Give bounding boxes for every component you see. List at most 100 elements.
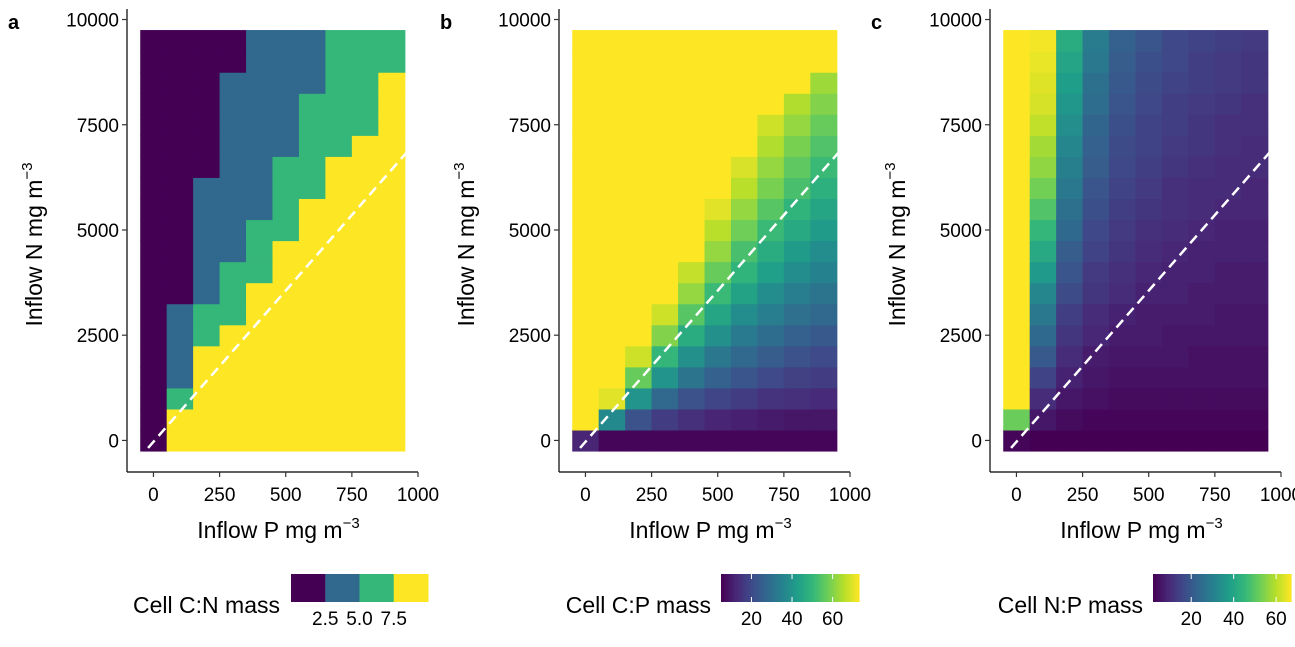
- heatmap-cell: [378, 408, 406, 431]
- heatmap-cell: [140, 30, 168, 52]
- heatmap-cell: [325, 198, 353, 221]
- heatmap-cell: [1241, 387, 1269, 410]
- x-tick-label: 1000: [1260, 485, 1295, 506]
- heatmap-cell: [651, 240, 679, 263]
- heatmap-cell: [1188, 303, 1216, 326]
- heatmap-cell: [1135, 324, 1163, 347]
- heatmap-cell: [598, 93, 626, 115]
- heatmap-cell: [351, 303, 379, 326]
- legend-gradient-step: [840, 574, 844, 602]
- legend-gradient-step: [778, 574, 782, 602]
- legend-gradient-step: [836, 574, 839, 602]
- heatmap-cell: [351, 261, 379, 284]
- heatmap-cell: [810, 72, 838, 94]
- heatmap-cell: [730, 135, 758, 157]
- heatmap-cell: [246, 177, 274, 200]
- heatmap-cell: [140, 135, 168, 157]
- heatmap-cell: [810, 156, 838, 178]
- heatmap-cell: [572, 114, 600, 136]
- heatmap-cell: [193, 114, 221, 136]
- heatmap-cell: [1214, 303, 1242, 326]
- heatmap-cell: [351, 198, 379, 221]
- heatmap-cell: [810, 177, 838, 200]
- heatmap-cell: [1056, 408, 1084, 431]
- heatmap-cell: [1241, 366, 1269, 389]
- heatmap-cell: [298, 30, 326, 52]
- legend-gradient-step: [856, 574, 860, 602]
- legend-gradient-step: [1256, 574, 1260, 602]
- heatmap-cell: [1241, 408, 1269, 431]
- heatmap-cell: [272, 51, 300, 73]
- heatmap-cell: [1214, 30, 1242, 52]
- heatmap-cell: [1003, 366, 1031, 389]
- heatmap-cell: [1109, 366, 1137, 389]
- legend-gradient-step: [1219, 574, 1223, 602]
- heatmap-cell: [1003, 93, 1031, 115]
- heatmap-cell: [730, 93, 758, 115]
- heatmap-cell: [730, 261, 758, 284]
- heatmap-cell: [1188, 30, 1216, 52]
- legend-label: 5.0: [346, 609, 372, 630]
- heatmap-cell: [1109, 135, 1137, 157]
- legend-gradient-step: [799, 574, 803, 602]
- heatmap-cell: [1188, 198, 1216, 221]
- heatmap-cell: [351, 51, 379, 73]
- heatmap-cell: [219, 261, 247, 284]
- y-tick-label: 10000: [66, 11, 119, 32]
- heatmap-cell: [219, 324, 247, 347]
- heatmap-cell: [1082, 219, 1110, 242]
- heatmap-cell: [1082, 261, 1110, 284]
- heatmap-cell: [730, 177, 758, 200]
- legend-gradient-step: [746, 574, 750, 602]
- heatmap-cell: [219, 51, 247, 73]
- heatmap-cell: [625, 72, 653, 94]
- heatmap-cell: [298, 135, 326, 157]
- reference-line: [558, 138, 851, 473]
- heatmap-cell: [1082, 429, 1110, 452]
- heatmap-cell: [757, 345, 785, 368]
- heatmap-cell: [166, 345, 194, 368]
- heatmap-cell: [1082, 114, 1110, 136]
- heatmap-cell: [166, 324, 194, 347]
- legend-gradient-step: [815, 574, 819, 602]
- legend-gradient-step: [824, 574, 828, 602]
- heatmap-cell: [625, 387, 653, 410]
- heatmap-cell: [625, 93, 653, 115]
- heatmap-cell: [378, 30, 406, 52]
- heatmap-cell: [730, 240, 758, 263]
- heatmap-cell: [651, 72, 679, 94]
- y-axis-title: Inflow N mg m−3: [451, 162, 479, 326]
- heatmap-cell: [783, 114, 811, 136]
- heatmap-cell: [704, 429, 732, 452]
- legend-gradient-step: [1159, 574, 1163, 602]
- heatmap-cell: [1082, 177, 1110, 200]
- y-tick-label: 2500: [940, 326, 982, 347]
- heatmap-cell: [1109, 198, 1137, 221]
- heatmap-cell: [1241, 429, 1269, 452]
- legend-gradient-step: [1182, 574, 1186, 602]
- heatmap-cell: [757, 51, 785, 73]
- heatmap-cell: [678, 51, 706, 73]
- heatmap-cell: [1241, 345, 1269, 368]
- heatmap-cell: [757, 303, 785, 326]
- heatmap-cell: [730, 345, 758, 368]
- legend-label: 20: [1181, 609, 1202, 630]
- heatmap-cell: [193, 135, 221, 157]
- heatmap-cell: [325, 72, 353, 94]
- heatmap-cell: [757, 261, 785, 284]
- heatmap-cell: [219, 135, 247, 157]
- heatmap-cell: [704, 114, 732, 136]
- heatmap-cell: [1135, 198, 1163, 221]
- legend-label: 2.5: [312, 609, 338, 630]
- heatmap-cell: [783, 429, 811, 452]
- heatmap-cell: [140, 366, 168, 389]
- legend-gradient-step: [1169, 574, 1172, 602]
- heatmap-cell: [1109, 429, 1137, 452]
- heatmap-cell: [1135, 156, 1163, 178]
- heatmap-cell: [730, 156, 758, 178]
- legend-gradient-step: [764, 574, 768, 602]
- heatmap-cell: [1241, 303, 1269, 326]
- heatmap-cell: [1214, 156, 1242, 178]
- legend-gradient-step: [1162, 574, 1166, 602]
- heatmap-cell: [1214, 366, 1242, 389]
